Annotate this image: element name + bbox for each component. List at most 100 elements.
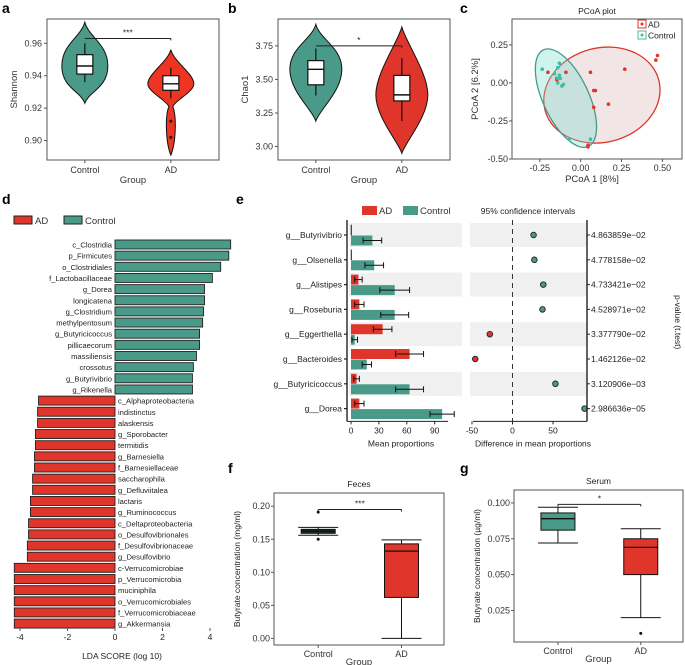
- lda-bar-label: crossotus: [80, 363, 113, 372]
- lda-bar: [26, 540, 116, 551]
- scatter-point-ad: [622, 67, 627, 72]
- lda-bar-label: massiliensis: [71, 352, 112, 361]
- scatter-point-ad: [588, 70, 593, 75]
- lda-bar-label: o_Desulfovibrionales: [118, 530, 189, 539]
- x-tick-label: 0.25: [613, 163, 631, 173]
- row-band: [470, 272, 587, 297]
- lda-bar-label: o_Verrucomicrobiales: [118, 597, 191, 606]
- legend-label: AD: [648, 20, 660, 30]
- lda-bar-label: f_Verrucomicrobiaceae: [118, 608, 196, 617]
- significance-label: *: [357, 35, 361, 45]
- lda-bar-label: c_Alphaproteobacteria: [118, 397, 195, 406]
- p-value-label: 1.462126e−02: [591, 354, 646, 364]
- outlier-point: [169, 119, 173, 123]
- legend-marker: [640, 33, 644, 37]
- lda-bar: [34, 440, 116, 451]
- outlier-point: [639, 631, 643, 635]
- genus-label: g__Dorea: [305, 404, 343, 414]
- difference-point: [471, 355, 479, 363]
- y-tick-label: 0.05: [252, 600, 270, 610]
- lda-bar-label: c_Clostridia: [72, 241, 112, 250]
- mean-bar-control: [351, 359, 367, 370]
- lda-bar: [114, 317, 204, 328]
- x-tick-label: -2: [64, 632, 72, 642]
- mean-bar-ad: [351, 324, 383, 335]
- scatter-point-ad: [593, 88, 598, 93]
- lda-bar: [114, 250, 230, 261]
- violin-ad: [147, 49, 195, 157]
- lda-bar: [30, 507, 116, 518]
- p-value-label: 3.120906e−03: [591, 379, 646, 389]
- lda-bar: [13, 574, 116, 584]
- lda-bar-label: pillicaecorum: [68, 341, 112, 350]
- x-axis-label: LDA SCORE (log 10): [82, 651, 162, 661]
- plot-frame: [511, 18, 683, 160]
- x-tick-label: 0.00: [572, 163, 590, 173]
- outlier-point: [316, 537, 320, 541]
- confidence-ellipse-ad: [543, 46, 661, 144]
- x2-tick-label: -50: [466, 425, 479, 435]
- scatter-point-ad: [655, 53, 660, 58]
- scatter-point-control: [558, 76, 563, 81]
- lda-bar-label: c_Deltaproteobacteria: [118, 519, 193, 528]
- y-tick-label: 0.90: [24, 136, 42, 146]
- y-tick-label: 0.025: [487, 605, 510, 615]
- mean-bar-control: [351, 285, 395, 296]
- y-tick-label: 0.050: [487, 570, 510, 580]
- mean-bar-control: [351, 309, 395, 320]
- significance-label: *: [598, 493, 602, 503]
- lda-bar-label: g_Rikenella: [72, 385, 112, 394]
- y-tick-label: 0.10: [252, 567, 270, 577]
- mean-bar-ad: [350, 249, 352, 261]
- scatter-point-ad: [654, 58, 658, 62]
- x-axis-label: Group: [351, 175, 377, 186]
- lda-bar: [32, 484, 116, 495]
- y-tick-label: 0.00: [490, 78, 508, 88]
- y-tick-label: 3.75: [255, 41, 273, 51]
- difference-point: [539, 306, 546, 313]
- lda-bar-label: lactaris: [118, 497, 142, 506]
- lda-bar: [114, 273, 213, 283]
- x-tick-label: 0: [349, 425, 354, 435]
- lda-bar-label: g_Barnesiella: [118, 452, 165, 461]
- significance-label: ***: [123, 27, 134, 37]
- lda-bar-label: longicatena: [73, 296, 113, 305]
- genus-label: g__Bacteroides: [283, 354, 342, 364]
- x-tick-label: Control: [304, 649, 333, 659]
- scatter-point-ad: [564, 70, 568, 75]
- y-tick-label: 0.92: [24, 103, 42, 113]
- difference-point: [486, 330, 494, 338]
- y-tick-label: -0.50: [487, 154, 508, 164]
- x-axis-label: Mean proportions: [368, 438, 434, 448]
- lda-bar-label: g_Akkermansia: [118, 620, 171, 629]
- legend-key-control: [403, 206, 418, 215]
- mean-bar-ad: [350, 224, 352, 236]
- lda-bar-label: g_Defluviitalea: [118, 486, 169, 495]
- genus-label: g__Roseburia: [289, 304, 342, 314]
- lda-bar: [37, 406, 116, 417]
- genus-label: g__Olsenella: [292, 255, 342, 265]
- panel-e-extended-error-bar: AD Control 95% confidence intervals g__Buty…: [273, 206, 683, 448]
- lda-bar-label: g_Dorea: [83, 285, 113, 294]
- scatter-point-control: [567, 137, 572, 142]
- x-axis-label: PCoA 1 [8%]: [565, 174, 619, 185]
- x2-tick-label: 50: [548, 425, 558, 435]
- legend-marker: [640, 22, 644, 26]
- x-tick-label: AD: [634, 646, 647, 656]
- lda-bar: [38, 395, 116, 406]
- lda-bar-label: muciniphila: [118, 586, 157, 595]
- lda-bar: [114, 239, 232, 250]
- chart-title: PCoA plot: [578, 6, 616, 16]
- scatter-point-control: [555, 81, 560, 85]
- lda-bar: [34, 462, 116, 473]
- lda-bar-label: saccharophila: [118, 475, 166, 484]
- p-value-label: 3.377790e−02: [591, 329, 646, 339]
- genus-label: g__Butyrivibrio: [286, 230, 342, 240]
- difference-point: [531, 256, 538, 264]
- scatter-point-control: [552, 71, 557, 76]
- lda-bar: [114, 261, 222, 272]
- lda-bar-label: indistinctus: [118, 408, 156, 417]
- lda-bar: [114, 351, 197, 361]
- lda-bar: [34, 429, 116, 439]
- x-tick-label: AD: [396, 165, 409, 175]
